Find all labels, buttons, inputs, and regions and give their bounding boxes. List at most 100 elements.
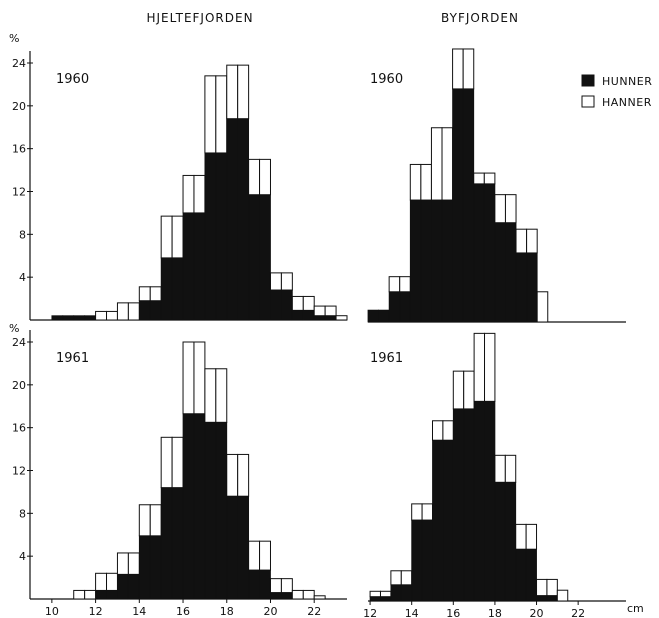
bar-hunner — [215, 152, 228, 321]
bar-hunner — [237, 495, 250, 600]
bar-hanner — [237, 453, 250, 497]
bar-hunner — [369, 596, 381, 602]
bar-hanner — [248, 540, 261, 571]
bar-hanner — [138, 504, 151, 537]
x-unit-label: cm — [627, 602, 644, 615]
bar-hunner — [442, 439, 454, 602]
bar-hanner — [432, 420, 444, 441]
bar-hanner — [215, 368, 228, 423]
bar-hanner — [160, 436, 173, 489]
bar-hunner — [390, 584, 402, 602]
bar-hunner — [127, 573, 140, 600]
bar-hunner — [171, 257, 184, 321]
y-tick-label: 20 — [12, 379, 26, 392]
bar-hanner — [160, 215, 173, 259]
bar-hanner — [313, 305, 326, 317]
bar-hanner — [452, 48, 464, 90]
bar-hanner — [473, 332, 486, 402]
bar-hanner — [215, 75, 228, 154]
bar-hunner — [380, 596, 392, 602]
bar-hanner — [400, 570, 413, 586]
bar-hanner — [536, 291, 549, 323]
year-label: 1961 — [370, 351, 403, 366]
bar-hanner — [280, 272, 293, 291]
x-tick-label: 22 — [307, 605, 321, 618]
bar-hunner — [324, 315, 337, 321]
bar-hanner — [291, 589, 304, 600]
bar-hanner — [237, 64, 250, 120]
bar-hunner — [226, 118, 239, 321]
bar-hunner — [399, 291, 411, 323]
y-tick-label: 20 — [12, 100, 26, 113]
bar-hunner — [526, 252, 538, 323]
legend-swatch-hanner — [581, 95, 595, 108]
legend-label-hanner: HANNER — [602, 96, 652, 109]
bar-hunner — [388, 291, 401, 323]
panel-byfjorden-1961: 12 14 16 18 20 22 1961 — [363, 332, 626, 618]
bar-hanner — [379, 590, 392, 598]
bar-hanner — [116, 552, 129, 575]
bar-hanner — [182, 341, 195, 415]
bar-hunner — [204, 421, 217, 600]
bar-hanner — [546, 578, 558, 597]
x-tick-label: 20 — [530, 607, 544, 618]
bar-hanner — [269, 578, 282, 594]
y-tick-label: 8 — [19, 507, 26, 520]
bar-hunner — [149, 300, 162, 321]
panel-hjeltefjorden-1961: 4 8 12 16 20 24 10 12 14 16 18 20 22 1961 — [12, 330, 347, 618]
bar-hunner — [411, 519, 423, 602]
bar-hanner — [95, 572, 108, 591]
bar-hanner — [171, 436, 184, 489]
bar-hanner — [280, 578, 293, 594]
bar-hunner — [51, 315, 64, 321]
bar-hunner — [270, 289, 282, 321]
bar-hanner — [302, 295, 315, 311]
bar-hunner — [182, 413, 195, 600]
bar-hanner — [182, 174, 195, 214]
year-label: 1960 — [370, 72, 403, 87]
x-tick-label: 16 — [176, 605, 190, 618]
x-tick-label: 14 — [132, 605, 146, 618]
bar-hunner — [62, 315, 75, 321]
bar-hunner — [270, 592, 282, 600]
bar-hunner — [204, 152, 217, 321]
bar-hanner — [411, 503, 423, 521]
bar-hunner — [484, 400, 496, 602]
bar-hanner — [84, 589, 97, 600]
bar-hanner — [483, 172, 496, 185]
bar-hunner — [291, 309, 304, 321]
bar-hanner — [420, 163, 432, 201]
bar-hanner — [515, 228, 528, 254]
bar-hanner — [106, 310, 118, 321]
bar-hanner — [171, 215, 184, 259]
bar-hanner — [193, 341, 206, 415]
bar-hanner — [462, 48, 475, 90]
bar-hanner — [494, 194, 506, 224]
bar-hanner — [324, 305, 337, 317]
bar-hanner — [127, 552, 140, 575]
x-tick-label: 22 — [571, 607, 585, 618]
bar-hunner — [494, 481, 506, 602]
y-tick-label: 8 — [19, 228, 26, 241]
bar-hanner — [127, 302, 140, 321]
bar-hunner — [409, 199, 422, 323]
bar-hunner — [259, 194, 271, 321]
bar-hunner — [117, 573, 129, 600]
bar-hunner — [73, 315, 86, 321]
bar-hanner — [399, 276, 411, 293]
bar-hunner — [473, 183, 485, 323]
bar-hanner — [204, 368, 217, 423]
bar-hanner — [390, 570, 402, 586]
bar-hanner — [226, 453, 239, 497]
bar-hunner — [452, 408, 465, 602]
y-tick-label: 12 — [12, 465, 26, 478]
bar-hunner — [400, 584, 413, 602]
bar-hanner — [302, 589, 315, 600]
bar-hanner — [556, 589, 569, 602]
bar-hunner — [463, 408, 475, 602]
bar-hunner — [84, 315, 96, 321]
bar-hunner — [452, 88, 464, 323]
bar-hunner — [515, 252, 528, 323]
bar-hunner — [494, 222, 506, 323]
year-label: 1961 — [56, 351, 89, 366]
